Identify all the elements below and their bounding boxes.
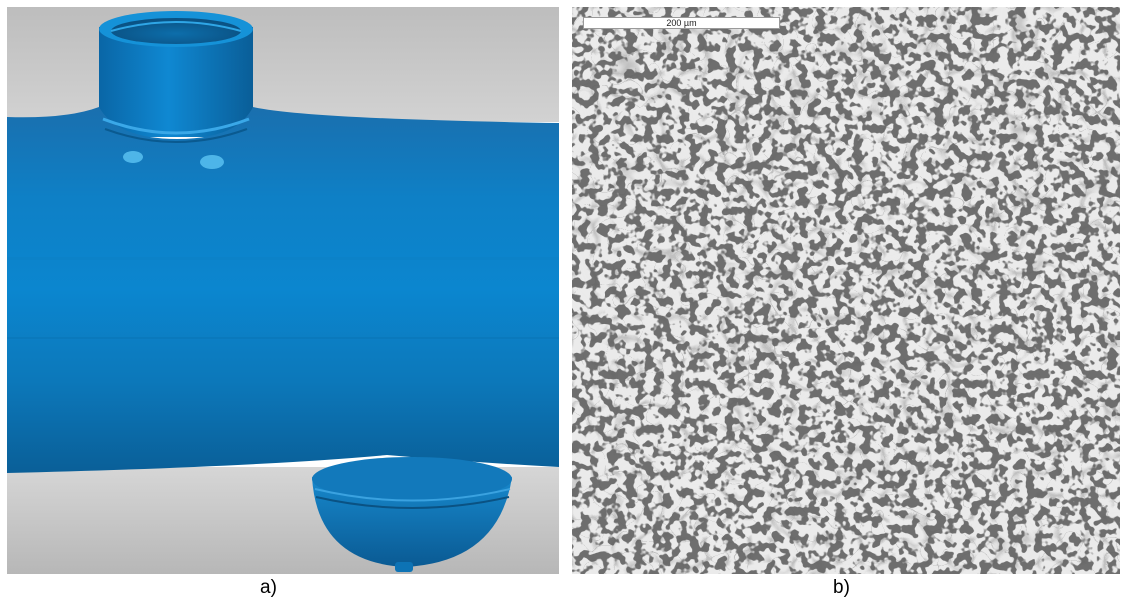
caption-b: b) — [833, 577, 850, 598]
micrograph-image — [572, 7, 1120, 574]
panel-a-3d-scan — [7, 7, 559, 574]
scale-bar-label: 200 µm — [583, 17, 780, 29]
caption-a: a) — [260, 577, 277, 598]
panel-b-micrograph: 200 µm — [572, 7, 1120, 574]
pipe-render — [7, 7, 559, 574]
